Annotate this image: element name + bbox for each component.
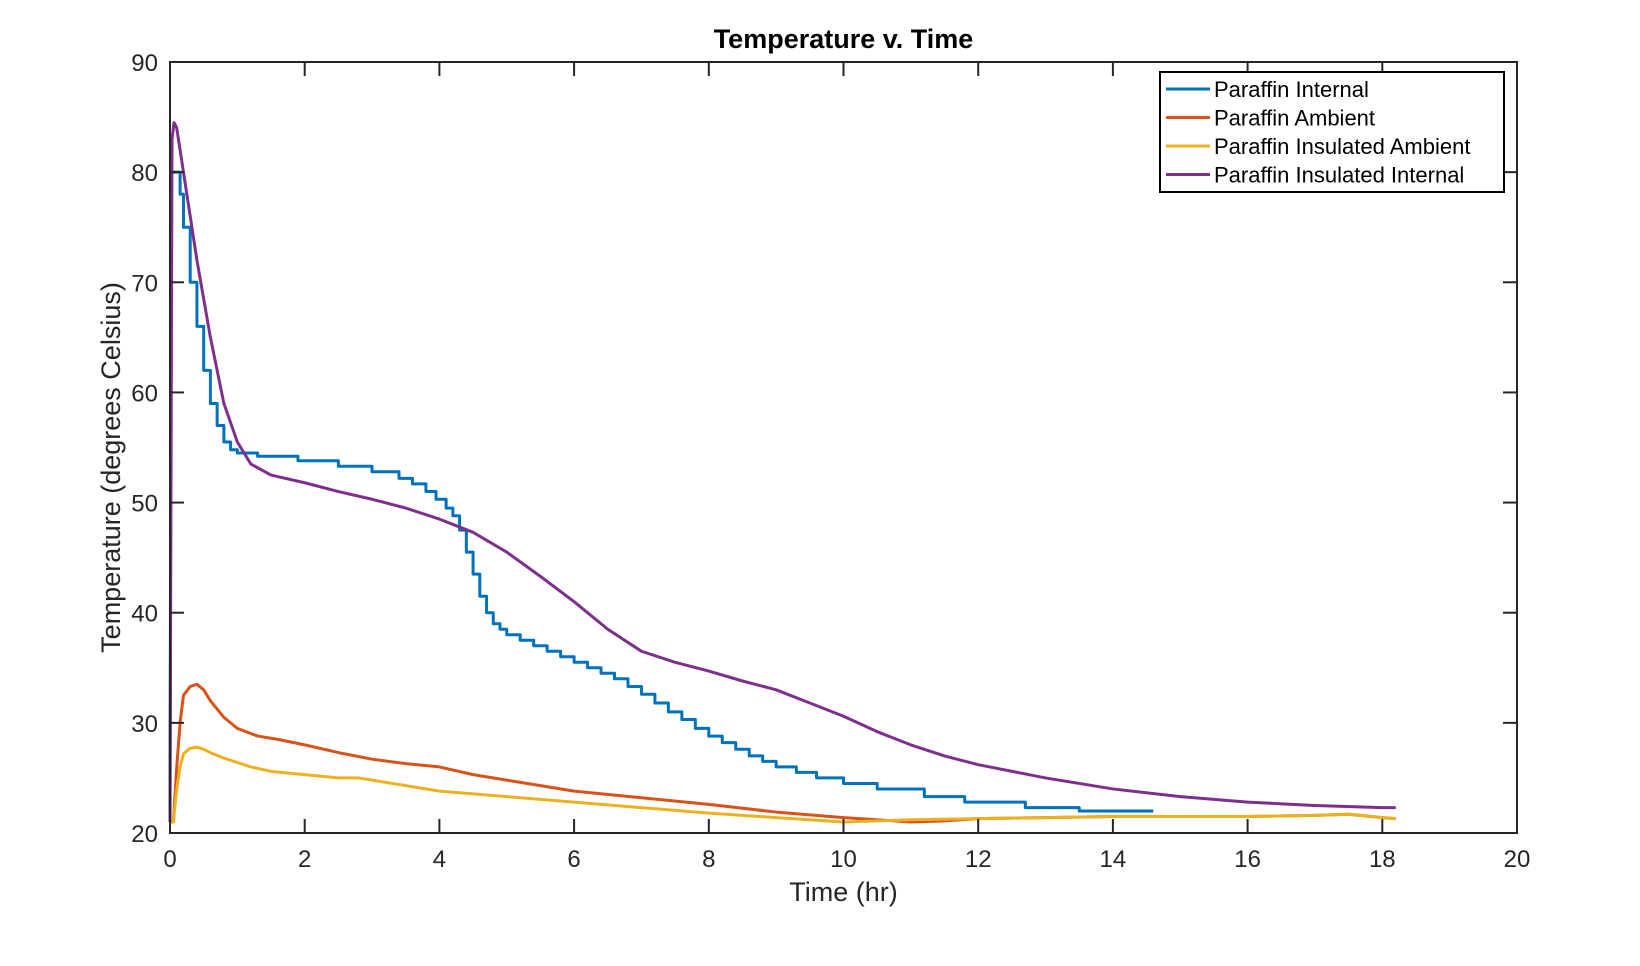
y-tick-label: 50 xyxy=(131,491,158,518)
y-axis-title: Temperature (degrees Celsius) xyxy=(96,282,126,653)
series-line-paraffin-insulated-ambient xyxy=(170,745,1396,824)
x-tick-label: 14 xyxy=(1100,846,1127,873)
chart-title: Temperature v. Time xyxy=(714,24,974,54)
x-tick-label: 18 xyxy=(1369,846,1396,873)
y-tick-label: 70 xyxy=(131,270,158,297)
series-line-paraffin-insulated-internal xyxy=(168,121,1396,822)
x-tick-label: 0 xyxy=(163,846,176,873)
x-tick-label: 4 xyxy=(433,846,446,873)
y-tick-label: 20 xyxy=(131,821,158,848)
legend: Paraffin Internal Paraffin Ambient Paraffi… xyxy=(1159,71,1505,193)
legend-label-paraffin-insulated-internal: Paraffin Insulated Internal xyxy=(1214,163,1464,188)
x-tick-label: 16 xyxy=(1234,846,1261,873)
legend-label-paraffin-ambient: Paraffin Ambient xyxy=(1214,106,1375,131)
x-tick-label: 2 xyxy=(298,846,311,873)
x-axis-title: Time (hr) xyxy=(789,877,898,907)
x-tick-label: 6 xyxy=(567,846,580,873)
ticks-layer: 0 2 4 6 8 10 12 14 16 18 20 20 30 40 50 60 70 80 90 xyxy=(131,50,1530,873)
legend-box xyxy=(1159,71,1505,193)
y-tick-label: 80 xyxy=(131,160,158,187)
y-tick-label: 60 xyxy=(131,380,158,407)
y-tick-label: 30 xyxy=(131,711,158,738)
y-tick-label: 40 xyxy=(131,601,158,628)
series-line-paraffin-internal xyxy=(168,170,1154,822)
x-tick-label: 8 xyxy=(702,846,715,873)
x-tick-label: 10 xyxy=(830,846,857,873)
legend-label-paraffin-internal: Paraffin Internal xyxy=(1214,77,1369,102)
x-tick-label: 12 xyxy=(965,846,992,873)
y-tick-label: 90 xyxy=(131,50,158,77)
x-tick-label: 20 xyxy=(1504,846,1531,873)
legend-label-paraffin-insulated-ambient: Paraffin Insulated Ambient xyxy=(1214,134,1470,159)
series-layer xyxy=(168,121,1396,824)
